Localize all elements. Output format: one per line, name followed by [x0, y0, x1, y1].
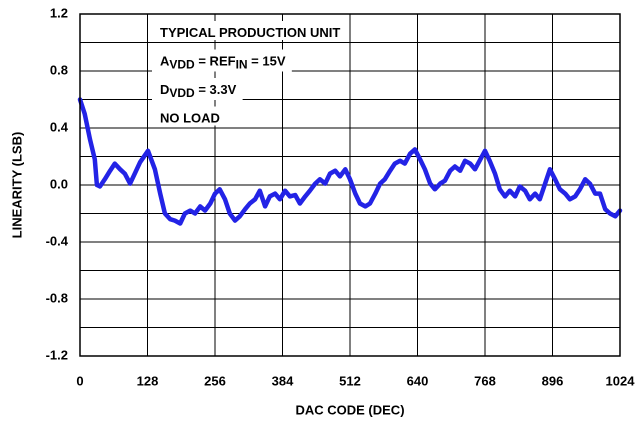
x-tick-label: 1024 — [606, 373, 636, 388]
annotation-segment: VDD — [169, 86, 195, 100]
x-tick-label: 0 — [76, 373, 83, 388]
annotation-background — [152, 78, 243, 100]
annotation-text: DVDD = 3.3V — [160, 82, 237, 100]
y-tick-label: -0.8 — [46, 290, 68, 305]
annotation: TYPICAL PRODUCTION UNIT — [152, 21, 347, 40]
annotation-segment: A — [160, 54, 170, 69]
annotation-segment: = 15V — [248, 54, 286, 69]
x-tick-label: 384 — [272, 373, 294, 388]
annotation: DVDD = 3.3V — [152, 78, 243, 100]
annotation-segment: D — [160, 82, 169, 97]
y-tick-label: 1.2 — [50, 5, 68, 20]
annotation-text: AVDD = REFIN = 15V — [160, 54, 286, 72]
y-tick-label: -0.4 — [46, 233, 69, 248]
annotation-segment: NO LOAD — [160, 111, 220, 126]
plot-frame — [79, 13, 621, 357]
x-tick-label: 640 — [407, 373, 429, 388]
x-tick-label: 128 — [137, 373, 159, 388]
annotation-background — [152, 49, 292, 72]
x-tick-label: 896 — [542, 373, 564, 388]
y-tick-label: 0.0 — [50, 176, 68, 191]
x-tick-label: 256 — [204, 373, 226, 388]
annotation-segment: = 3.3V — [195, 82, 237, 97]
annotation-background — [152, 21, 347, 40]
y-tick-label: -1.2 — [46, 347, 68, 362]
annotation-segment: TYPICAL PRODUCTION UNIT — [160, 25, 340, 40]
annotation-segment: = REF — [195, 54, 236, 69]
annotation-background — [152, 106, 226, 126]
annotation-segment: VDD — [169, 58, 195, 72]
annotation: NO LOAD — [152, 106, 226, 126]
annotation-segment: IN — [236, 58, 248, 72]
annotation-text: TYPICAL PRODUCTION UNIT — [160, 25, 340, 40]
data-line — [77, 97, 623, 226]
y-tick-label: 0.8 — [50, 62, 68, 77]
y-tick-label: 0.4 — [50, 119, 69, 134]
y-axis-label: LINEARITY (LSB) — [9, 132, 24, 239]
x-axis-label: DAC CODE (DEC) — [295, 402, 404, 417]
annotation-text: NO LOAD — [160, 111, 220, 126]
x-tick-label: 512 — [339, 373, 361, 388]
x-tick-label: 768 — [474, 373, 496, 388]
annotation: AVDD = REFIN = 15V — [152, 49, 292, 72]
